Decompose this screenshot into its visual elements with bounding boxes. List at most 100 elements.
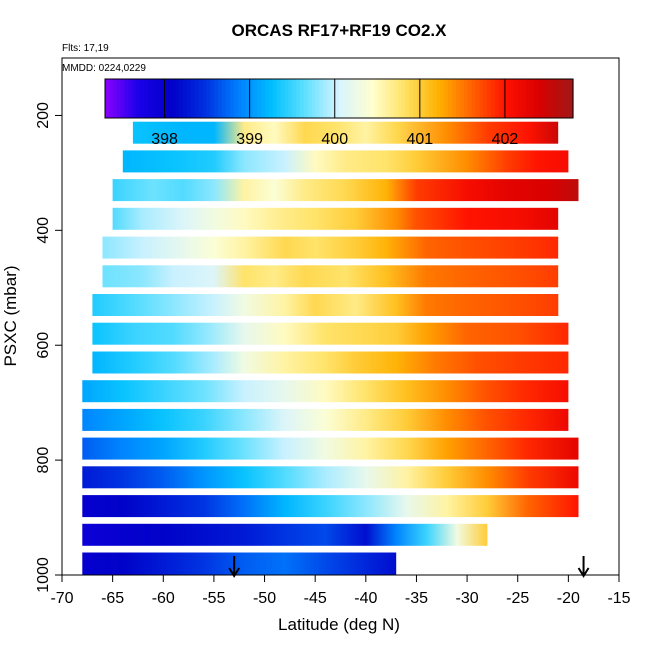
colorbar-cell (140, 79, 145, 118)
colorbar-cell (467, 79, 473, 118)
colorbar-cell (253, 79, 258, 118)
x-tick-label: -65 (101, 590, 124, 607)
colorbar-cell (112, 79, 118, 118)
colorbar-cell (198, 79, 204, 118)
colorbar-cell (420, 79, 426, 118)
colorbar-cell (155, 79, 161, 118)
colorbar-cell (237, 79, 243, 118)
colorbar-cell (479, 79, 484, 118)
colorbar-cell (163, 79, 168, 118)
colorbar-cell (385, 79, 391, 118)
colorbar-cell (233, 79, 239, 118)
colorbar-cell (417, 79, 422, 118)
colorbar-cell (303, 79, 309, 118)
date-note: MMDD: 0224,0229 (62, 63, 146, 74)
colorbar-cell (147, 79, 153, 118)
colorbar-cell (362, 79, 367, 118)
colorbar-cell (171, 79, 176, 118)
profile-band (82, 552, 397, 575)
colorbar-cell (108, 79, 114, 118)
colorbar-cell (342, 79, 348, 118)
colorbar-cell (167, 79, 172, 118)
colorbar-cell (261, 79, 266, 118)
x-tick-label: -40 (354, 590, 377, 607)
colorbar-cell (323, 79, 328, 118)
y-tick-label: 1000 (35, 557, 52, 593)
colorbar-cell (214, 79, 219, 118)
colorbar-cell (315, 79, 321, 118)
y-axis-label: PSXC (mbar) (1, 265, 20, 366)
colorbar-cell (549, 79, 555, 118)
colorbar-cell (374, 79, 379, 118)
colorbar-cell (194, 79, 200, 118)
colorbar: 398 399 400 401 402 (104, 78, 574, 148)
colorbar-cell (506, 79, 512, 118)
colorbar-cell (116, 79, 122, 118)
plot-data (82, 93, 579, 575)
colorbar-cell (378, 79, 383, 118)
colorbar-cell (545, 79, 551, 118)
colorbar-cell (514, 79, 519, 118)
colorbar-cell (537, 79, 543, 118)
x-tick-label: -45 (304, 590, 327, 607)
colorbar-cell (284, 79, 289, 118)
colorbar-cell (272, 79, 278, 118)
profile-band (92, 294, 559, 316)
colorbar-cell (456, 79, 461, 118)
colorbar-cell (522, 79, 527, 118)
colorbar-cell (175, 79, 180, 118)
x-tick-label: -30 (456, 590, 479, 607)
x-tick-label: -55 (202, 590, 225, 607)
profile-band (92, 322, 569, 345)
colorbar-cell (498, 79, 504, 118)
colorbar-cell (229, 79, 235, 118)
x-tick-label: -70 (50, 590, 73, 607)
colorbar-cell (487, 79, 492, 118)
colorbar-cell (151, 79, 157, 118)
profile-band (102, 236, 559, 259)
colorbar-cell (280, 79, 285, 118)
colorbar-cell (120, 79, 126, 118)
colorbar-cell (526, 79, 531, 118)
colorbar-cell (459, 79, 465, 118)
colorbar-cell (183, 79, 188, 118)
colorbar-cell (475, 79, 480, 118)
colorbar-cell (534, 79, 539, 118)
x-tick-label: -25 (506, 590, 529, 607)
colorbar-cell (405, 79, 410, 118)
colorbar-cell (483, 79, 488, 118)
colorbar-cell (561, 79, 566, 118)
colorbar-cell (327, 79, 332, 118)
colorbar-cell (186, 79, 192, 118)
colorbar-cell (452, 79, 457, 118)
colorbar-cell (257, 79, 262, 118)
colorbar-cell (569, 79, 574, 118)
arrow-marker-head (577, 567, 590, 578)
colorbar-cell (518, 79, 523, 118)
colorbar-cell (424, 79, 430, 118)
colorbar-cell (222, 79, 227, 118)
colorbar-cell (346, 79, 352, 118)
colorbar-cell (241, 79, 246, 118)
colorbar-cell (444, 79, 449, 118)
y-tick-label: 200 (35, 102, 52, 129)
colorbar-cell (495, 79, 500, 118)
colorbar-cell (190, 79, 196, 118)
colorbar-tick-label: 400 (321, 131, 348, 148)
plot-frame (61, 57, 620, 576)
colorbar-cell (463, 79, 469, 118)
colorbar-cell (218, 79, 223, 118)
colorbar-cell (409, 79, 414, 118)
profile-band (82, 380, 569, 403)
colorbar-cell (202, 79, 207, 118)
flights-note: Flts: 17,19 (62, 43, 109, 54)
y-tick-label: 400 (35, 217, 52, 244)
colorbar-tick-label: 401 (406, 131, 433, 148)
colorbar-cell (354, 79, 360, 118)
colorbar-cell (264, 79, 270, 118)
colorbar-cell (268, 79, 274, 118)
colorbar-cell (335, 79, 340, 118)
colorbar-cell (565, 79, 570, 118)
x-tick-label: -20 (557, 590, 580, 607)
colorbar-cell (553, 79, 558, 118)
